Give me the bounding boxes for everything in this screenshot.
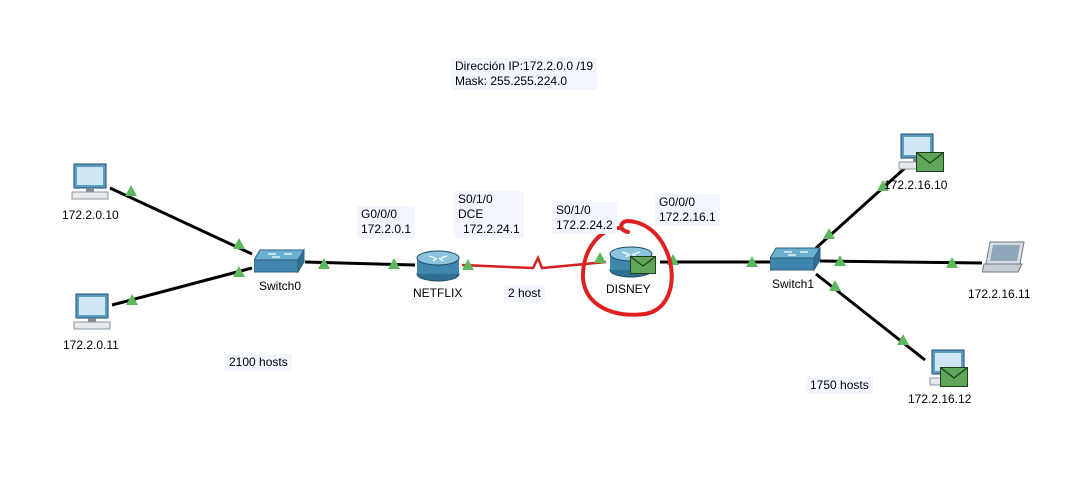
disney-pdu-envelope[interactable] — [630, 256, 656, 274]
envelope-icon — [630, 256, 656, 274]
right-lan-hosts-note: 1750 hosts — [806, 377, 873, 394]
network-ip-text: Dirección IP:172.2.0.0 /19 — [455, 59, 594, 73]
netflix-label: NETFLIX — [413, 286, 463, 300]
interface-name: S0/1/0 — [458, 192, 493, 206]
pc3-pdu-envelope[interactable] — [940, 367, 968, 387]
link-pc1-switch0[interactable] — [111, 266, 253, 307]
link-light — [126, 294, 138, 305]
switch0-device[interactable] — [254, 248, 306, 274]
switch-icon — [254, 248, 305, 274]
link-lights — [125, 180, 958, 345]
pc2-pdu-envelope[interactable] — [916, 152, 944, 172]
disney-g0-label: G0/0/0 172.2.16.1 — [655, 194, 720, 226]
laptop-icon — [982, 241, 1025, 273]
interface-name: G0/0/0 — [659, 195, 696, 209]
pc1-label: 172.2.0.11 — [63, 338, 119, 352]
interface-ip: 172.2.24.2 — [556, 218, 613, 232]
network-mask-text: Mask: 255.255.224.0 — [455, 74, 568, 88]
envelope-icon — [916, 152, 944, 172]
interface-ip: 172.2.0.1 — [361, 222, 412, 236]
link-light — [829, 280, 841, 291]
link-switch1-laptop[interactable] — [819, 259, 983, 265]
link-light — [388, 258, 400, 269]
netflix-g0-label: G0/0/0 172.2.0.1 — [357, 206, 416, 238]
desktop-pc-icon — [73, 293, 111, 330]
link-light — [834, 255, 846, 266]
annotation-circle — [580, 218, 674, 317]
switch1-label: Switch1 — [772, 277, 815, 291]
pc0-label: 172.2.0.10 — [62, 208, 119, 222]
link-serial-netflix-disney[interactable] — [461, 254, 607, 270]
switch1-device[interactable] — [770, 246, 822, 272]
link-pc0-switch0[interactable] — [109, 186, 253, 256]
network-info-note: Dirección IP:172.2.0.0 /19 Mask: 255.255… — [451, 58, 598, 90]
interface-name: G0/0/0 — [361, 207, 398, 221]
laptop-device[interactable] — [982, 240, 1026, 276]
netflix-router[interactable] — [415, 248, 461, 282]
interface-role: DCE — [458, 207, 484, 221]
interface-ip: 172.2.16.1 — [659, 210, 716, 224]
wan-hosts-note: 2 host — [504, 285, 545, 302]
link-light — [233, 266, 245, 277]
link-light — [877, 180, 889, 191]
pc1-device[interactable] — [72, 292, 112, 332]
interface-ip: 172.2.24.1 — [463, 222, 520, 236]
disney-s0-label: S0/1/0 172.2.24.2 — [552, 202, 617, 234]
desktop-pc-icon — [71, 163, 109, 200]
link-light — [897, 334, 909, 345]
pc2-label: 172.2.16.10 — [884, 178, 948, 192]
pc3-label: 172.2.16.12 — [908, 392, 972, 406]
link-light — [946, 257, 958, 268]
switch0-label: Switch0 — [259, 279, 302, 293]
envelope-icon — [940, 367, 968, 387]
link-light — [233, 238, 245, 249]
link-light — [823, 228, 835, 239]
link-light — [318, 258, 330, 269]
interface-name: S0/1/0 — [556, 203, 591, 217]
link-light — [125, 185, 137, 196]
netflix-s0-label: S0/1/0 DCE 172.2.24.1 — [454, 191, 524, 238]
router-icon — [416, 250, 460, 282]
switch-icon — [770, 246, 821, 272]
link-light — [462, 259, 474, 270]
link-light — [746, 256, 758, 267]
pc0-device[interactable] — [70, 162, 110, 202]
disney-label: DISNEY — [606, 282, 651, 296]
left-lan-hosts-note: 2100 hosts — [225, 354, 292, 371]
link-light — [594, 252, 606, 263]
laptop-label: 172.2.16.11 — [968, 287, 1031, 301]
